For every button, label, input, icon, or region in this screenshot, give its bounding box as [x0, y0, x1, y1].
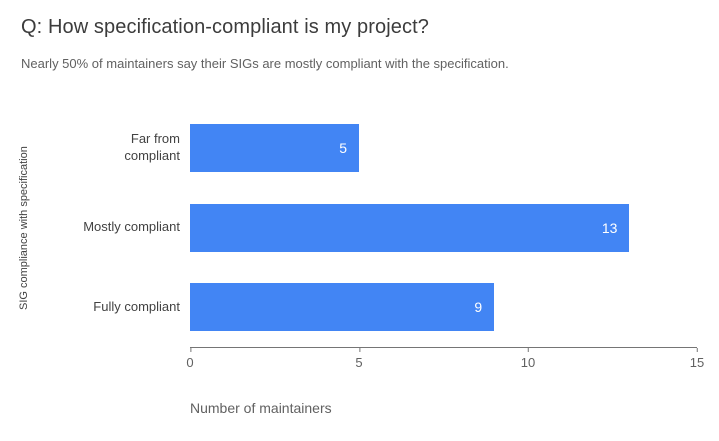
bar-track: 5 — [190, 123, 697, 172]
chart-subtitle: Nearly 50% of maintainers say their SIGs… — [21, 56, 509, 71]
bar-far-from-compliant: 5 — [190, 123, 359, 172]
x-axis-ticks: 0 5 10 15 — [186, 348, 704, 372]
bar-value-label: 9 — [474, 299, 483, 316]
plot-area: Far from compliant 5 Mostly compliant 13… — [0, 108, 697, 347]
bar-row-fully-compliant: Fully compliant 9 — [0, 267, 697, 347]
bar-row-mostly-compliant: Mostly compliant 13 — [0, 188, 697, 268]
chart-title: Q: How specification-compliant is my pro… — [21, 16, 429, 38]
bar-fully-compliant: 9 — [190, 283, 495, 332]
category-label: Far from compliant — [124, 130, 180, 163]
x-axis-title: Number of maintainers — [190, 400, 332, 416]
x-tick: 15 — [690, 348, 704, 370]
bar-mostly-compliant: 13 — [190, 203, 630, 252]
x-tick: 0 — [186, 348, 194, 370]
category-label: Fully compliant — [93, 298, 180, 314]
bar-track: 9 — [190, 283, 697, 332]
x-tick: 10 — [521, 348, 535, 370]
bar-value-label: 5 — [339, 139, 347, 156]
bar-row-far-from-compliant: Far from compliant 5 — [0, 108, 697, 188]
x-tick: 5 — [355, 348, 363, 370]
category-label: Mostly compliant — [83, 219, 180, 235]
bar-value-label: 13 — [601, 219, 618, 236]
x-axis-line — [190, 347, 697, 348]
bar-track: 13 — [190, 203, 697, 252]
